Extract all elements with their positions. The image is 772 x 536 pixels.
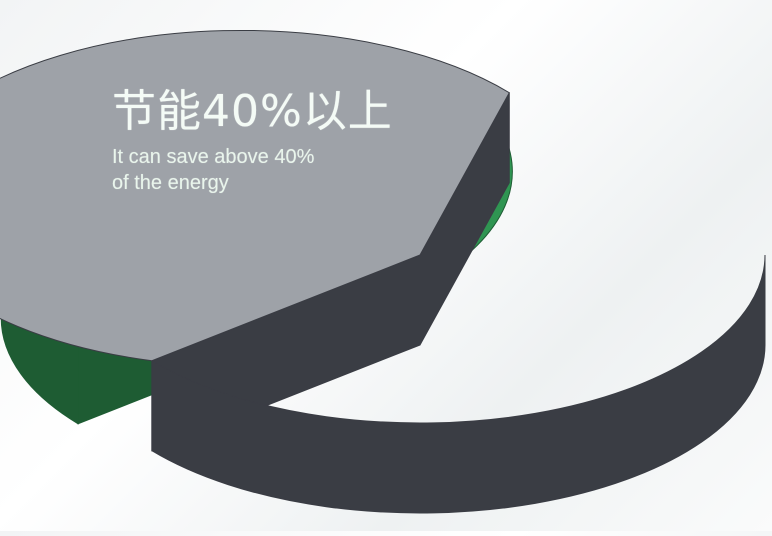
slice-1-top xyxy=(0,29,510,362)
pie-slice-1 xyxy=(0,29,766,514)
annotation-line-1: It can save above 40% xyxy=(112,146,315,168)
slice-1-rim-0 xyxy=(151,254,766,514)
annotation-headline: 节能40%以上 xyxy=(112,86,393,137)
annotation-line-2: of the energy xyxy=(112,172,229,194)
slice-annotation: 节能40%以上 It can save above 40% of the ene… xyxy=(112,90,472,196)
